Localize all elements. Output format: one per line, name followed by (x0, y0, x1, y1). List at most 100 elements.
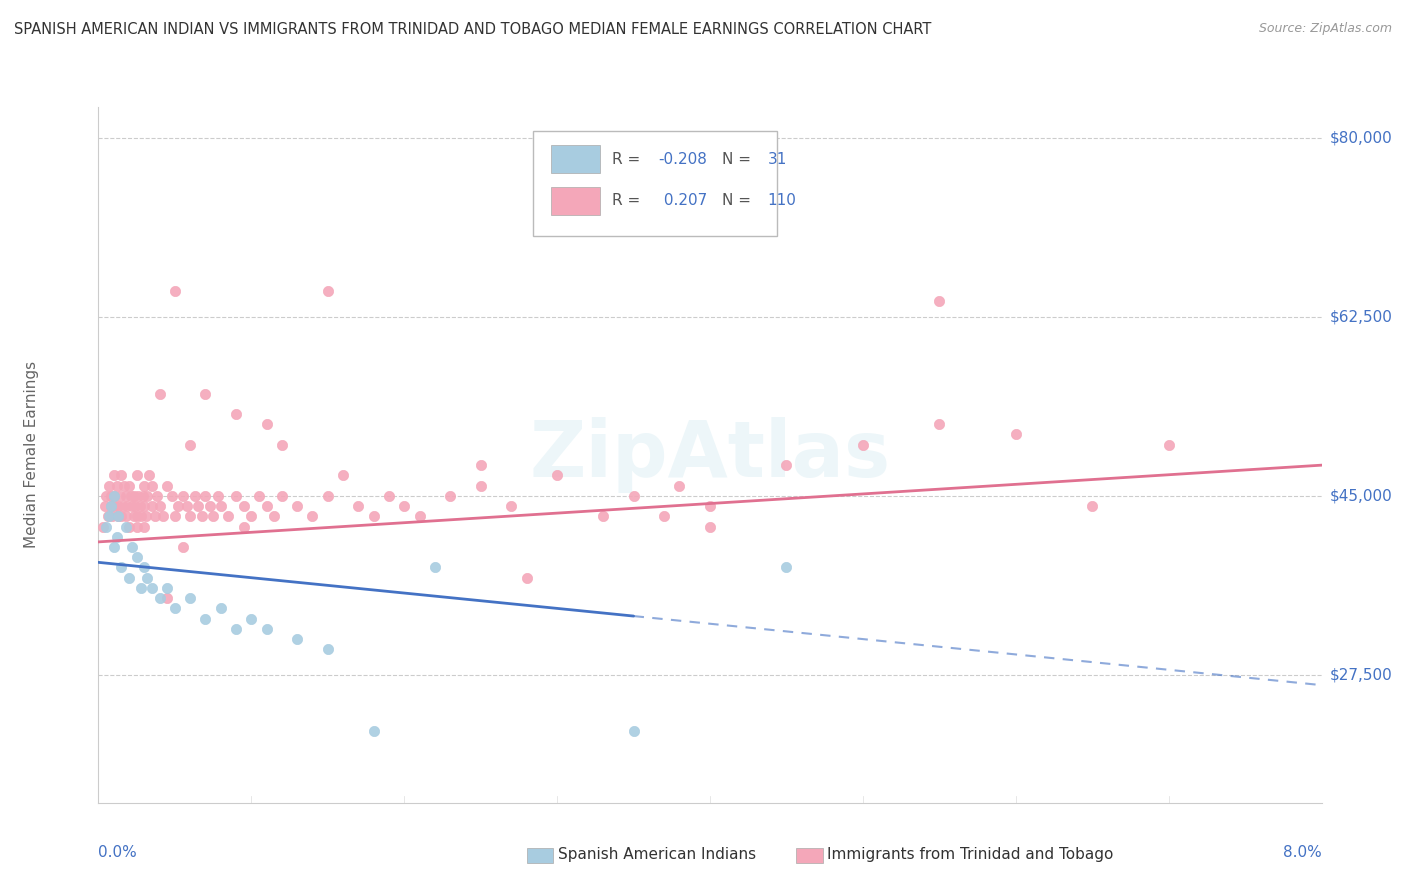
Text: $45,000: $45,000 (1330, 488, 1393, 503)
Point (256, 622, 278, 636)
Point (135, 509, 157, 524)
Point (156, 478, 179, 492)
Text: Immigrants from Trinidad and Tobago: Immigrants from Trinidad and Tobago (828, 847, 1114, 863)
Point (132, 489, 155, 503)
Point (118, 571, 141, 585)
Point (209, 499, 232, 513)
Point (103, 489, 125, 503)
Point (928, 417, 950, 432)
FancyBboxPatch shape (551, 145, 600, 173)
Point (103, 489, 125, 503)
Point (152, 509, 174, 524)
Text: Median Female Earnings: Median Female Earnings (24, 361, 38, 549)
Point (301, 509, 323, 524)
Point (103, 540, 125, 554)
Point (408, 509, 430, 524)
Point (149, 499, 172, 513)
Point (107, 509, 129, 524)
Point (202, 509, 225, 524)
Text: N =: N = (723, 152, 756, 167)
Point (125, 509, 148, 524)
Point (121, 540, 143, 554)
Point (121, 499, 143, 513)
Point (172, 540, 194, 554)
Point (128, 499, 150, 513)
FancyBboxPatch shape (796, 848, 823, 863)
Point (194, 489, 217, 503)
Point (104, 499, 127, 513)
Point (699, 519, 721, 533)
Point (108, 489, 131, 503)
Point (198, 499, 221, 513)
Point (93, 499, 115, 513)
Point (187, 499, 209, 513)
Text: N =: N = (723, 194, 756, 209)
Text: Spanish American Indians: Spanish American Indians (558, 847, 756, 863)
Point (439, 489, 461, 503)
Point (129, 509, 152, 524)
Point (240, 509, 263, 524)
Point (225, 489, 247, 503)
Point (363, 724, 385, 739)
Point (592, 509, 614, 524)
Point (125, 468, 148, 483)
Point (110, 468, 132, 483)
Text: Source: ZipAtlas.com: Source: ZipAtlas.com (1258, 22, 1392, 36)
Point (232, 519, 254, 533)
Point (101, 509, 124, 524)
Point (98, 509, 121, 524)
Point (623, 489, 645, 503)
Point (100, 499, 122, 513)
Point (120, 489, 142, 503)
Point (94, 519, 117, 533)
Text: 0.207: 0.207 (658, 194, 707, 209)
Point (163, 509, 186, 524)
Point (141, 581, 163, 595)
Point (775, 560, 797, 574)
Point (149, 591, 172, 606)
Point (316, 489, 339, 503)
Point (392, 499, 416, 513)
Point (145, 489, 167, 503)
Text: ZipAtlas: ZipAtlas (530, 417, 890, 493)
Point (270, 438, 294, 452)
Point (136, 489, 159, 503)
Point (172, 489, 194, 503)
Point (316, 642, 339, 657)
Point (97, 509, 120, 524)
Point (134, 478, 156, 492)
Point (118, 478, 141, 492)
Point (209, 601, 232, 615)
Point (501, 499, 523, 513)
Point (112, 478, 135, 492)
Point (232, 499, 254, 513)
Point (115, 489, 138, 503)
Point (775, 458, 797, 472)
Point (163, 284, 186, 298)
Point (546, 468, 568, 483)
Point (105, 478, 128, 492)
Point (194, 612, 217, 626)
Point (167, 499, 190, 513)
FancyBboxPatch shape (533, 131, 778, 235)
Point (122, 489, 145, 503)
Point (928, 294, 950, 309)
Point (852, 438, 875, 452)
Point (125, 550, 148, 565)
Point (100, 489, 122, 503)
Point (117, 499, 139, 513)
Text: 31: 31 (768, 152, 787, 167)
Point (107, 509, 129, 524)
Point (316, 284, 339, 298)
Point (134, 519, 156, 533)
Point (141, 499, 163, 513)
Point (194, 386, 217, 401)
Point (143, 509, 166, 524)
Point (156, 591, 179, 606)
Point (103, 468, 125, 483)
Point (378, 489, 401, 503)
FancyBboxPatch shape (526, 848, 554, 863)
Point (470, 458, 492, 472)
FancyBboxPatch shape (551, 187, 600, 215)
Point (256, 499, 278, 513)
